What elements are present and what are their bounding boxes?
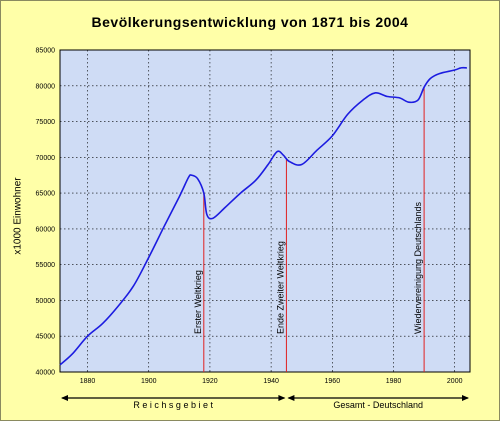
x-tick-label: 1980 <box>386 378 402 385</box>
x-tick-label: 1900 <box>141 378 157 385</box>
y-tick-label: 75000 <box>36 119 56 126</box>
period-label: Gesamt - Deutschland <box>333 400 423 410</box>
period-label: R e i c h s g e b i e t <box>133 400 213 410</box>
y-tick-label: 70000 <box>36 155 56 162</box>
x-tick-label: 1920 <box>202 378 218 385</box>
grid-layer <box>60 49 470 373</box>
y-tick-label: 65000 <box>36 191 56 198</box>
y-tick-label: 55000 <box>36 262 56 269</box>
y-tick-label: 85000 <box>36 48 56 55</box>
x-tick-label: 1940 <box>263 378 279 385</box>
tick-layer: 40000 45000 50000 55000 60000 65000 70000 75000… <box>36 48 463 386</box>
event-label: Ende Zweiter Weltkrieg <box>275 241 285 334</box>
period-arrow-head-left <box>287 395 295 401</box>
x-tick-label: 2000 <box>447 378 463 385</box>
y-tick-label: 50000 <box>36 298 56 305</box>
chart-title: Bevölkerungsentwicklung von 1871 bis 200… <box>91 14 409 30</box>
event-label: Wiedervereinigung Deutschlands <box>413 201 423 334</box>
y-tick-label: 80000 <box>36 83 56 90</box>
event-label: Erster Weltkrieg <box>193 270 203 334</box>
period-layer: R e i c h s g e b i e t Gesamt - Deutschl… <box>61 395 469 410</box>
period-arrow-head-right <box>278 395 286 401</box>
y-tick-label: 60000 <box>36 226 56 233</box>
population-series-line <box>59 66 467 366</box>
plot-area <box>59 49 471 373</box>
y-tick-label: 45000 <box>36 334 56 341</box>
period-arrow-head-right <box>462 395 469 401</box>
period-arrow-head-left <box>61 395 68 401</box>
event-layer: Erster Weltkrieg Ende Zweiter Weltkrieg Wi… <box>193 87 425 372</box>
x-tick-label: 1880 <box>80 378 96 385</box>
y-tick-label: 40000 <box>36 370 56 377</box>
x-tick-label: 1960 <box>325 378 341 385</box>
